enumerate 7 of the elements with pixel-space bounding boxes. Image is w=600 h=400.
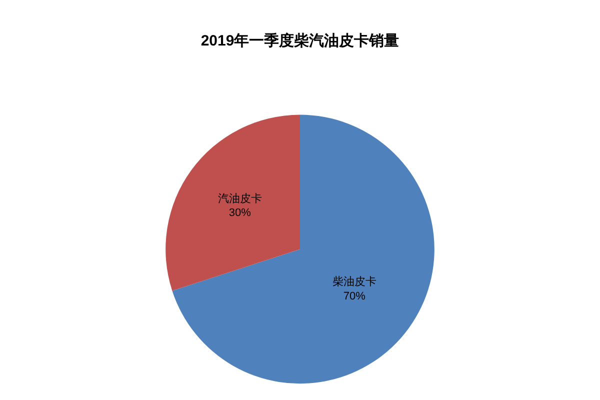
slice-label: 柴油皮卡	[332, 275, 376, 288]
data-label: 30%	[228, 207, 252, 220]
pie-slice	[172, 114, 434, 384]
pie-slice	[166, 114, 300, 291]
data-label: 70%	[343, 290, 366, 302]
slice-label: 汽油皮卡	[218, 192, 262, 205]
chart-title: 2019年一季度柴汽油皮卡销量	[200, 31, 400, 50]
